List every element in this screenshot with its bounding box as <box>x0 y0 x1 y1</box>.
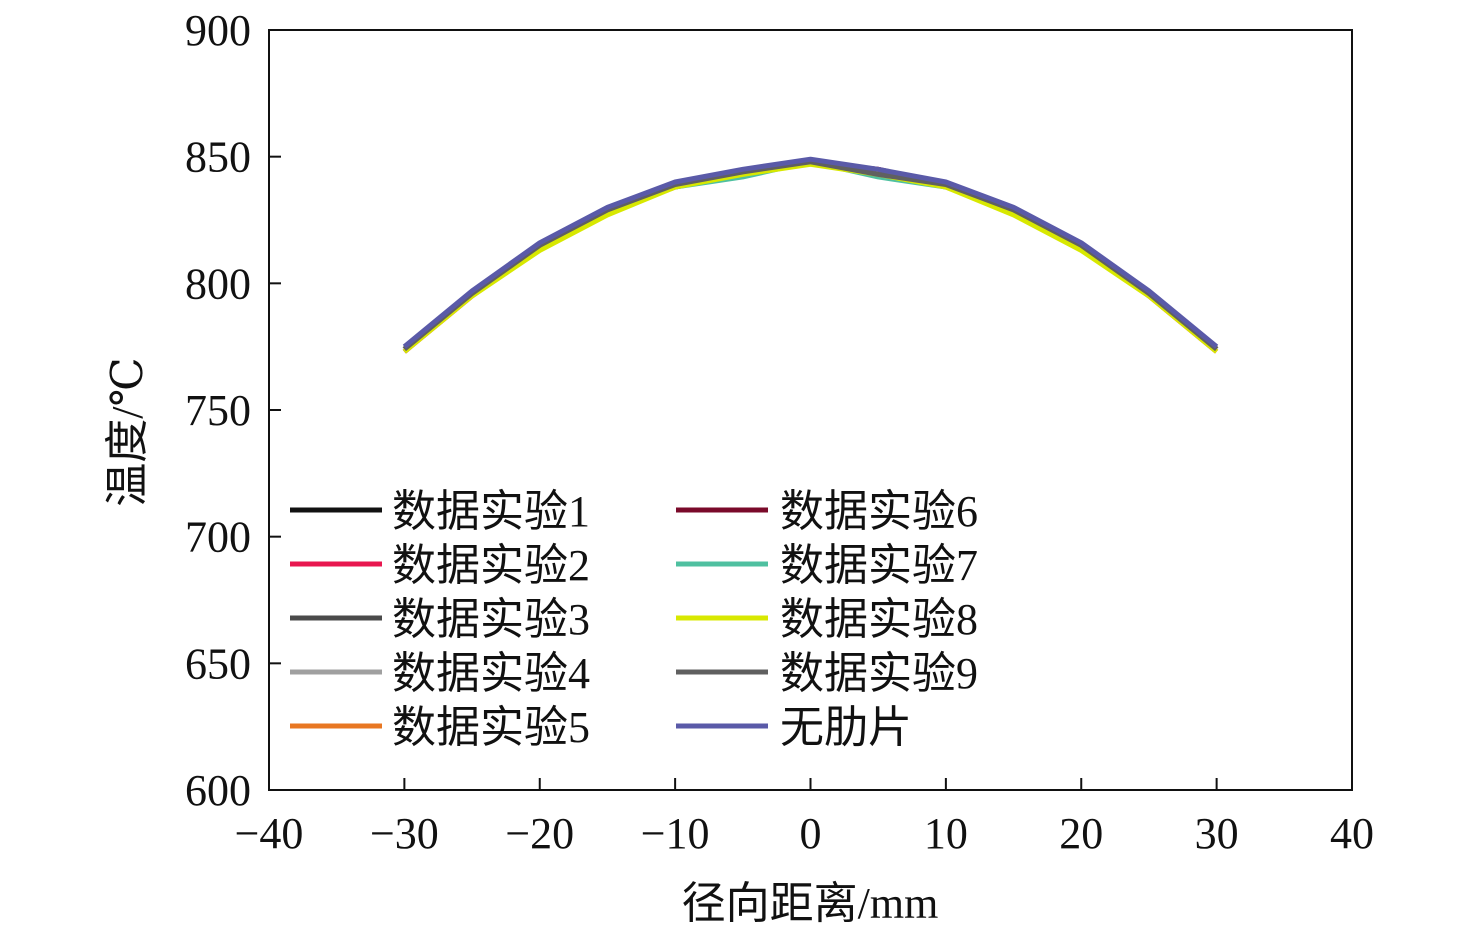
legend-label: 数据实验1 <box>392 487 590 536</box>
legend-label: 数据实验8 <box>780 595 978 644</box>
y-tick-label: 700 <box>185 513 251 562</box>
x-axis: −40 −30 −20 −10 0 10 20 30 40 <box>235 778 1374 858</box>
x-tick-label: −20 <box>505 809 574 858</box>
y-tick-label: 750 <box>185 386 251 435</box>
y-tick-label: 850 <box>185 133 251 182</box>
y-axis-label: 温度/℃ <box>103 357 152 506</box>
legend: 数据实验1 数据实验2 数据实验3 数据实验4 数据实验5 数据实验6 数据实验7 数据实验8… <box>290 487 978 752</box>
y-axis: 600 650 700 750 800 850 900 <box>185 6 281 815</box>
x-tick-label: 20 <box>1059 809 1103 858</box>
legend-label: 数据实验5 <box>392 703 590 752</box>
x-tick-label: 10 <box>924 809 968 858</box>
x-tick-label: 40 <box>1330 809 1374 858</box>
x-tick-label: −40 <box>235 809 304 858</box>
y-tick-label: 900 <box>185 6 251 55</box>
series-line-10 <box>402 156 1219 349</box>
legend-label: 数据实验6 <box>780 487 978 536</box>
x-axis-label: 径向距离/mm <box>682 879 939 928</box>
y-tick-label: 600 <box>185 766 251 815</box>
legend-label: 无肋片 <box>780 703 912 752</box>
x-tick-label: 0 <box>800 809 822 858</box>
legend-label: 数据实验2 <box>392 541 590 590</box>
x-tick-label: −10 <box>641 809 710 858</box>
series-lines <box>402 156 1219 354</box>
x-tick-label: 30 <box>1195 809 1239 858</box>
legend-label: 数据实验9 <box>780 649 978 698</box>
y-tick-label: 650 <box>185 639 251 688</box>
legend-label: 数据实验3 <box>392 595 590 644</box>
x-tick-label: −30 <box>370 809 439 858</box>
y-tick-label: 800 <box>185 259 251 308</box>
legend-label: 数据实验7 <box>780 541 978 590</box>
legend-label: 数据实验4 <box>392 649 590 698</box>
